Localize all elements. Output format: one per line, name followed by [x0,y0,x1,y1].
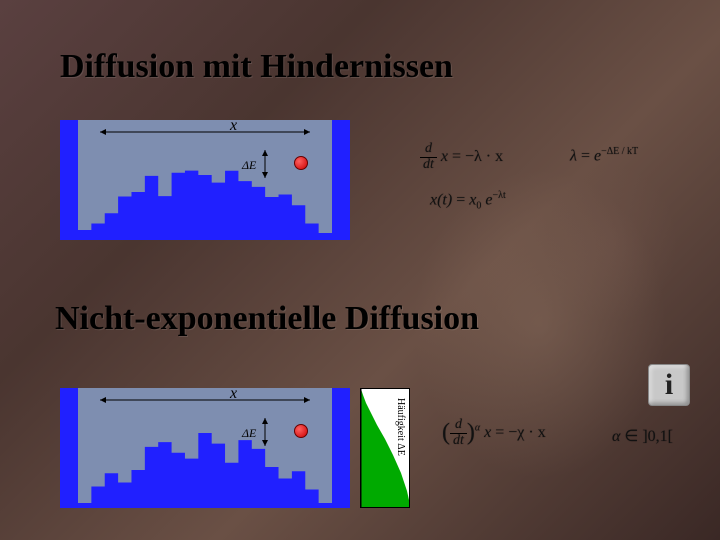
eq-alpha-range: α ∈ ]0,1[ [612,426,673,446]
eq-lambda-base: e [594,147,601,164]
eq-xt-lhs: x(t) [430,191,452,208]
eq-frac-den: dt [453,433,464,448]
eq-alpha-range-txt: ∈ ]0,1[ [620,428,673,445]
particle-ball-top [294,156,308,170]
label-de-top: ΔE [242,158,256,173]
eq-lambda-sym: λ [570,147,577,164]
arrow-de-bottom [60,388,350,508]
eq-rhs-1: = −λ · x [452,148,503,165]
eq-xt: x(t) = x0 e−λt [430,190,506,212]
eq-alpha-sup: α [475,423,480,434]
eq-paren-r: ) [467,420,475,446]
title-top: Diffusion mit Hindernissen [60,48,453,86]
eq-xt-sub0: 0 [476,201,481,212]
eq-b-var-x: x [484,424,491,441]
eq-b-rhs: = −χ · x [495,424,545,441]
eq-frac-num: d [455,417,462,432]
eq-lambda-eq: = [581,147,590,164]
arrow-de-top [60,120,350,240]
title-mid: Nicht-exponentielle Diffusion [55,300,479,338]
eq-lambda: λ = e−ΔE / kT [570,146,638,165]
info-icon[interactable]: i [648,364,690,406]
eq-xt-eq: = [456,191,465,208]
eq-paren-l: ( [442,420,450,446]
equations-bottom: ( ddt)α x = −χ · x α ∈ ]0,1[ [442,418,702,478]
eq-dxdt: ddt x = −λ · x [420,142,503,172]
label-de-bottom: ΔE [242,426,256,441]
eq-var-x: x [441,148,448,165]
particle-ball-bottom [294,424,308,438]
eq-lambda-exp: −ΔE / kT [601,146,638,157]
eq-xt-exp: −λt [492,190,505,201]
equations-top: ddt x = −λ · x λ = e−ΔE / kT x(t) = x0 e… [420,142,700,232]
eq-frac-alpha: ( ddt)α x = −χ · x [442,418,546,448]
histogram-label: Häufigkeit ΔE [395,398,406,456]
